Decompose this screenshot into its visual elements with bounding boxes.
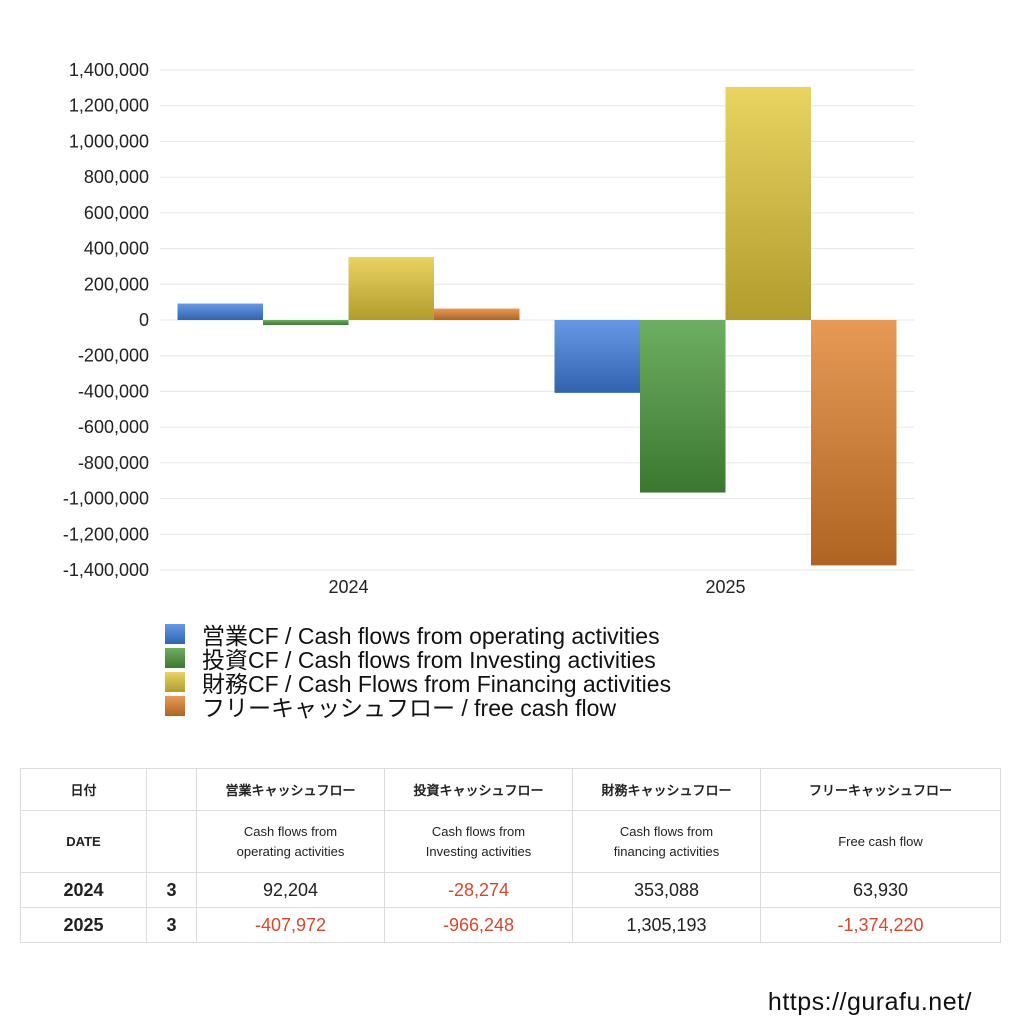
legend-item: 営業CF / Cash flows from operating activit… <box>165 622 671 649</box>
row-investing-value: -28,274 <box>384 872 573 908</box>
y-tick-label: 400,000 <box>84 239 149 259</box>
header-month-jp <box>146 768 197 811</box>
y-tick-label: -800,000 <box>78 453 149 473</box>
y-tick-label: 200,000 <box>84 274 149 294</box>
row-free-value: 63,930 <box>760 872 1001 908</box>
bar-2025-series-4 <box>811 320 897 566</box>
row-month: 3 <box>146 907 197 943</box>
y-tick-label: -200,000 <box>78 346 149 366</box>
y-tick-label: -600,000 <box>78 417 149 437</box>
table-row: 2025 3 -407,972 -966,248 1,305,193 -1,37… <box>20 907 1001 943</box>
row-free-value: -1,374,220 <box>760 907 1001 943</box>
table-header-en: DATE Cash flows from operating activitie… <box>20 810 1001 873</box>
y-axis-ticks: 1,400,000 1,200,000 1,000,000 800,000 600,00… <box>63 60 149 580</box>
bar-2024-series-4 <box>434 308 520 320</box>
row-year: 2025 <box>20 907 147 943</box>
y-tick-label: 600,000 <box>84 203 149 223</box>
x-tick-label: 2024 <box>328 577 368 597</box>
legend-label: 営業CF / Cash flows from operating activit… <box>202 623 660 649</box>
y-tick-label: 1,400,000 <box>69 60 149 80</box>
row-financing-value: 353,088 <box>572 872 761 908</box>
y-tick-label: -400,000 <box>78 381 149 401</box>
y-tick-label: 800,000 <box>84 167 149 187</box>
bar-2025-series-3 <box>725 86 811 320</box>
y-tick-label: 1,000,000 <box>69 131 149 151</box>
header-investing-en: Cash flows from Investing activities <box>384 810 573 873</box>
bar-2024-series-3 <box>348 256 434 320</box>
header-investing-jp: 投資キャッシュフロー <box>384 768 573 811</box>
legend-swatch <box>165 648 185 668</box>
row-operating-value: 92,204 <box>196 872 385 908</box>
legend-swatch <box>165 696 185 716</box>
legend: 営業CF / Cash flows from operating activit… <box>165 622 671 721</box>
legend-label: フリーキャッシュフロー / free cash flow <box>202 695 617 721</box>
header-operating-jp: 営業キャッシュフロー <box>196 768 385 811</box>
x-tick-label: 2025 <box>705 577 745 597</box>
header-free-en: Free cash flow <box>760 810 1001 873</box>
y-tick-label: 0 <box>139 310 149 330</box>
table-header-jp: 日付 営業キャッシュフロー 投資キャッシュフロー 財務キャッシュフロー フリーキ… <box>20 768 1001 811</box>
legend-item: 投資CF / Cash flows from Investing activit… <box>165 646 671 673</box>
row-investing-value: -966,248 <box>384 907 573 943</box>
legend-item: 財務CF / Cash Flows from Financing activit… <box>165 670 671 697</box>
cash-flow-bar-chart: 1,400,000 1,200,000 1,000,000 800,000 600,00… <box>63 60 914 597</box>
header-free-jp: フリーキャッシュフロー <box>760 768 1001 811</box>
site-url[interactable]: https://gurafu.net/ <box>767 988 972 1016</box>
header-financing-en: Cash flows from financing activities <box>572 810 761 873</box>
header-financing-jp: 財務キャッシュフロー <box>572 768 761 811</box>
legend-label: 投資CF / Cash flows from Investing activit… <box>202 647 656 673</box>
legend-label: 財務CF / Cash Flows from Financing activit… <box>202 671 672 697</box>
bar-2024-series-2 <box>263 320 349 326</box>
legend-swatch <box>165 624 185 644</box>
row-month: 3 <box>146 872 197 908</box>
header-operating-en: Cash flows from operating activities <box>196 810 385 873</box>
bar-2025-series-2 <box>640 320 726 493</box>
bars <box>177 86 897 566</box>
header-date-jp: 日付 <box>20 768 147 811</box>
cash-flow-table: 日付 営業キャッシュフロー 投資キャッシュフロー 財務キャッシュフロー フリーキ… <box>20 768 1001 943</box>
gridlines <box>160 69 914 571</box>
header-month-en <box>146 810 197 873</box>
bar-2024-series-1 <box>177 303 263 320</box>
row-financing-value: 1,305,193 <box>572 907 761 943</box>
header-date-en: DATE <box>20 810 147 873</box>
y-tick-label: 1,200,000 <box>69 96 149 116</box>
legend-item: フリーキャッシュフロー / free cash flow <box>165 694 671 721</box>
y-tick-label: -1,000,000 <box>63 489 149 509</box>
bar-2025-series-1 <box>554 320 640 393</box>
x-axis-ticks: 2024 2025 <box>328 577 745 597</box>
y-tick-label: -1,200,000 <box>63 524 149 544</box>
legend-swatch <box>165 672 185 692</box>
row-operating-value: -407,972 <box>196 907 385 943</box>
y-tick-label: -1,400,000 <box>63 560 149 580</box>
row-year: 2024 <box>20 872 147 908</box>
table-row: 2024 3 92,204 -28,274 353,088 63,930 <box>20 872 1001 908</box>
